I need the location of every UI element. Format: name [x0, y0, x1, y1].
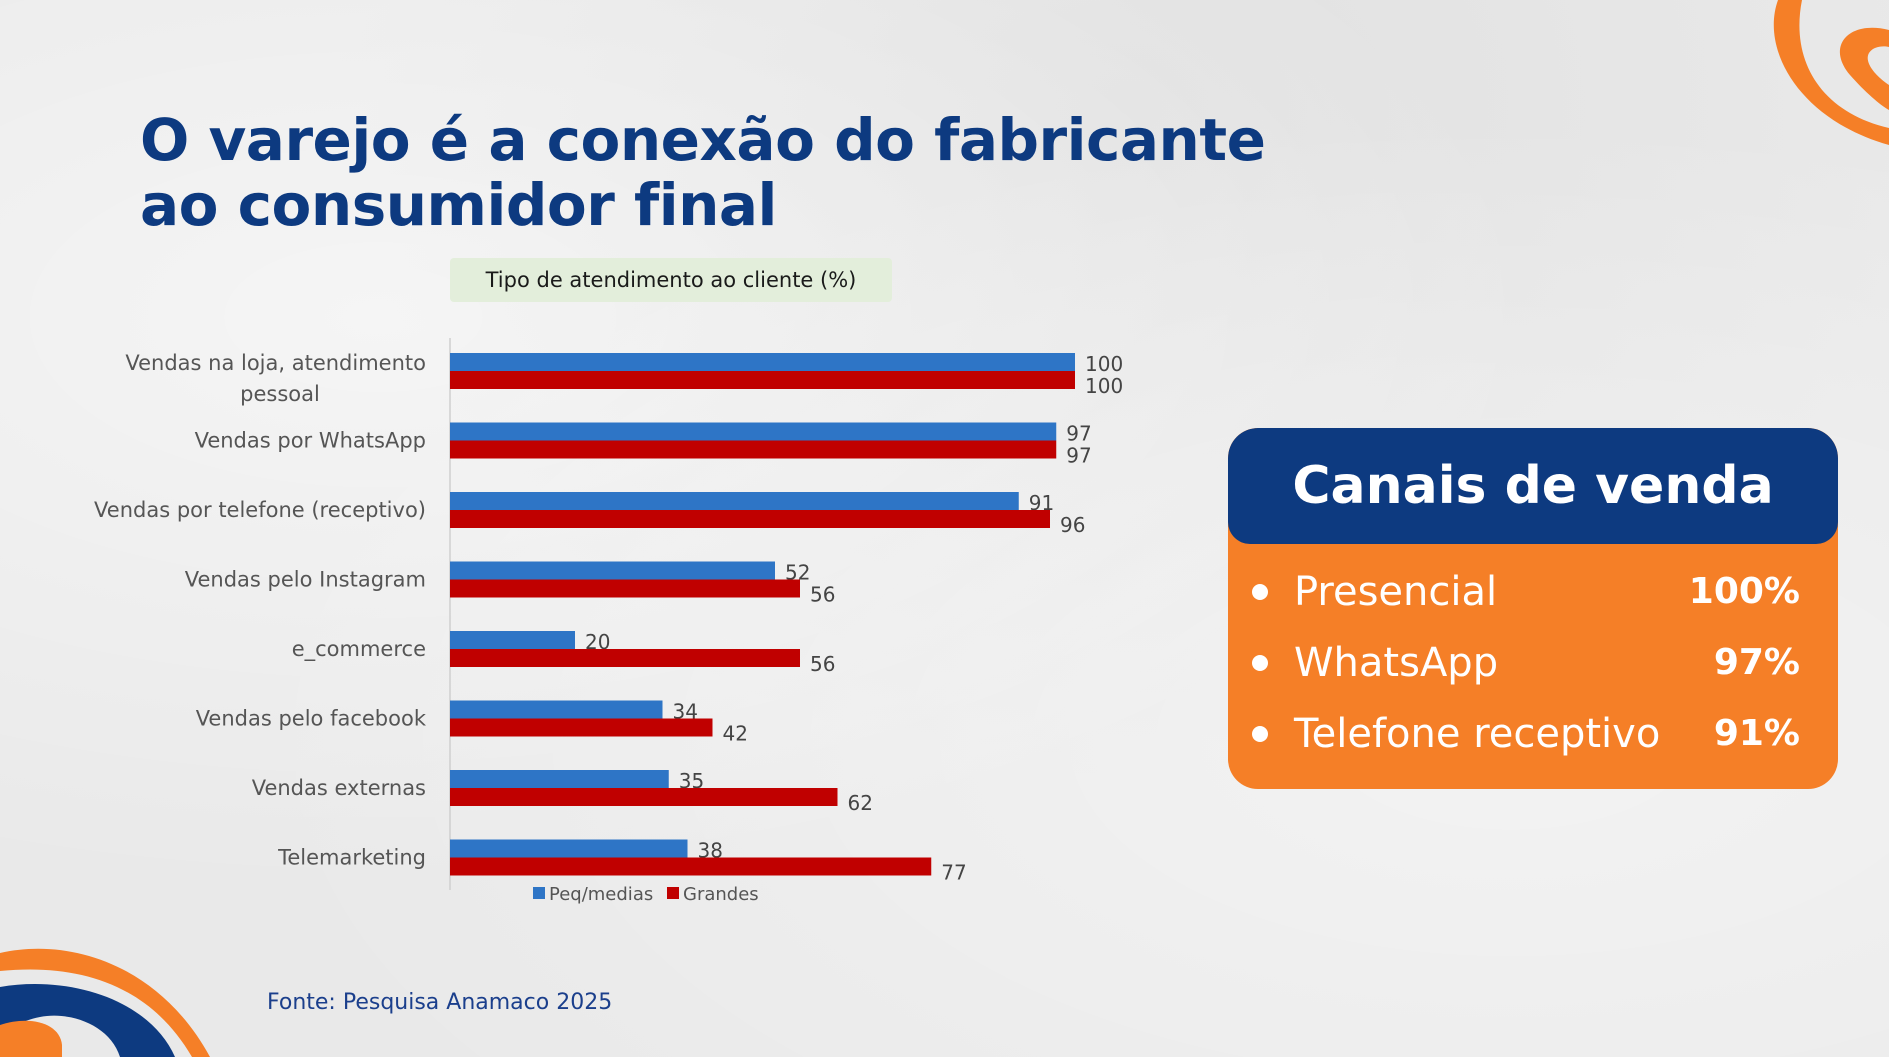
bar-chart: Vendas na loja, atendimento pessoal 100100… [94, 338, 1123, 905]
logo-swirl-bottom-left [0, 948, 210, 1057]
bar-peq-medias [450, 700, 663, 719]
legend-label: Peq/medias [549, 884, 653, 905]
bar-grandes [450, 510, 1050, 528]
channel-percent: 91% [1713, 713, 1800, 754]
category-label: Telemarketing [277, 846, 426, 870]
source-note: Fonte: Pesquisa Anamaco 2025 [267, 990, 613, 1015]
bar-peq-medias [450, 770, 669, 788]
bar-grandes [450, 718, 713, 737]
bar-grandes [450, 857, 932, 876]
data-label: 56 [810, 652, 835, 676]
category-label: Vendas na loja, atendimento pessoal [125, 351, 426, 406]
category-label: Vendas pelo facebook [196, 707, 427, 731]
channel-name: WhatsApp [1294, 639, 1499, 686]
category-label: e_commerce [292, 637, 426, 662]
legend-swatch [533, 887, 545, 899]
card-title: Canais de venda [1228, 428, 1838, 544]
data-label: 96 [1060, 513, 1085, 537]
bar-peq-medias [450, 561, 775, 580]
data-label: 42 [723, 722, 748, 746]
channel-item: Presencial 100% [1252, 556, 1800, 627]
category-label: Vendas externas [252, 776, 426, 800]
category-label: Vendas por WhatsApp [195, 429, 426, 453]
legend-swatch [667, 887, 679, 899]
channel-item: WhatsApp 97% [1252, 627, 1800, 698]
data-label: 56 [810, 583, 835, 607]
data-label: 100 [1085, 352, 1123, 376]
data-label: 62 [848, 791, 873, 815]
bar-grandes [450, 579, 800, 598]
bullet-icon [1252, 725, 1268, 742]
channel-list: Presencial 100% WhatsApp 97% Telefone re… [1228, 544, 1838, 769]
channel-name: Presencial [1294, 568, 1498, 615]
bar-grandes [450, 649, 800, 667]
data-label: 97 [1066, 444, 1091, 468]
category-label: Vendas por telefone (receptivo) [94, 498, 426, 522]
bar-peq-medias [450, 492, 1019, 510]
bullet-icon [1252, 583, 1268, 600]
title-line-2: ao consumidor final [140, 171, 777, 239]
slide-title: O varejo é a conexão do fabricante ao co… [140, 106, 1266, 239]
bar-grandes [450, 440, 1057, 459]
title-line-1: O varejo é a conexão do fabricante [140, 106, 1266, 174]
channel-percent: 100% [1688, 571, 1800, 612]
data-label: 100 [1085, 374, 1123, 398]
category-label: Vendas pelo Instagram [185, 568, 426, 592]
bar-peq-medias [450, 353, 1075, 371]
data-label: 77 [941, 861, 966, 885]
channel-percent: 97% [1713, 642, 1800, 683]
data-label: 97 [1066, 422, 1091, 446]
logo-swirl-top-right [1773, 0, 1889, 145]
channel-item: Telefone receptivo 91% [1252, 698, 1800, 769]
sales-channels-card: Canais de venda Presencial 100% WhatsApp… [1228, 428, 1838, 789]
bar-peq-medias [450, 631, 575, 649]
legend-label: Grandes [683, 884, 759, 905]
bullet-icon [1252, 654, 1268, 671]
bar-peq-medias [450, 422, 1057, 441]
channel-name: Telefone receptivo [1294, 710, 1661, 757]
bar-grandes [450, 788, 838, 806]
bar-peq-medias [450, 839, 688, 858]
bar-grandes [450, 371, 1075, 389]
chart-title: Tipo de atendimento ao cliente (%) [450, 258, 892, 302]
